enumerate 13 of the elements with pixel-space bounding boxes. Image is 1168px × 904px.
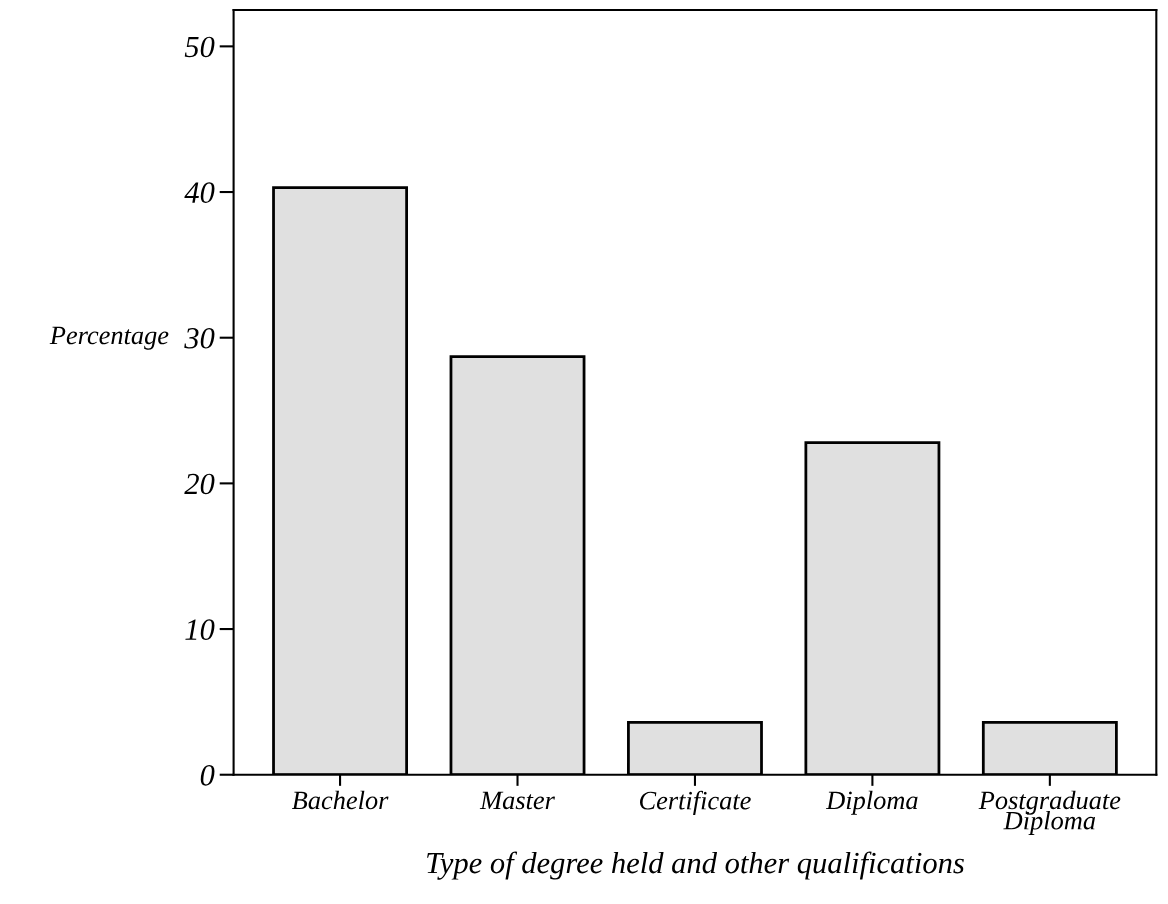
x-tick-label: Postgraduate Diploma — [978, 790, 1121, 835]
x-axis-title: Type of degree held and other qualifications — [427, 851, 964, 880]
y-tick-label: 30 — [184, 327, 215, 349]
y-tick-label: 20 — [184, 473, 215, 495]
x-tick-label: Certificate — [639, 790, 751, 815]
y-tick-label: 0 — [200, 765, 215, 786]
x-tick-label: Bachelor — [291, 790, 389, 810]
x-tick-label: Diploma — [825, 790, 918, 815]
y-tick-label: 10 — [185, 619, 215, 640]
y-axis-title: Percentage — [49, 326, 169, 350]
x-tick-label: Master — [479, 791, 555, 810]
y-tick-label: 40 — [184, 182, 215, 203]
y-tick-label: 50 — [184, 36, 215, 58]
